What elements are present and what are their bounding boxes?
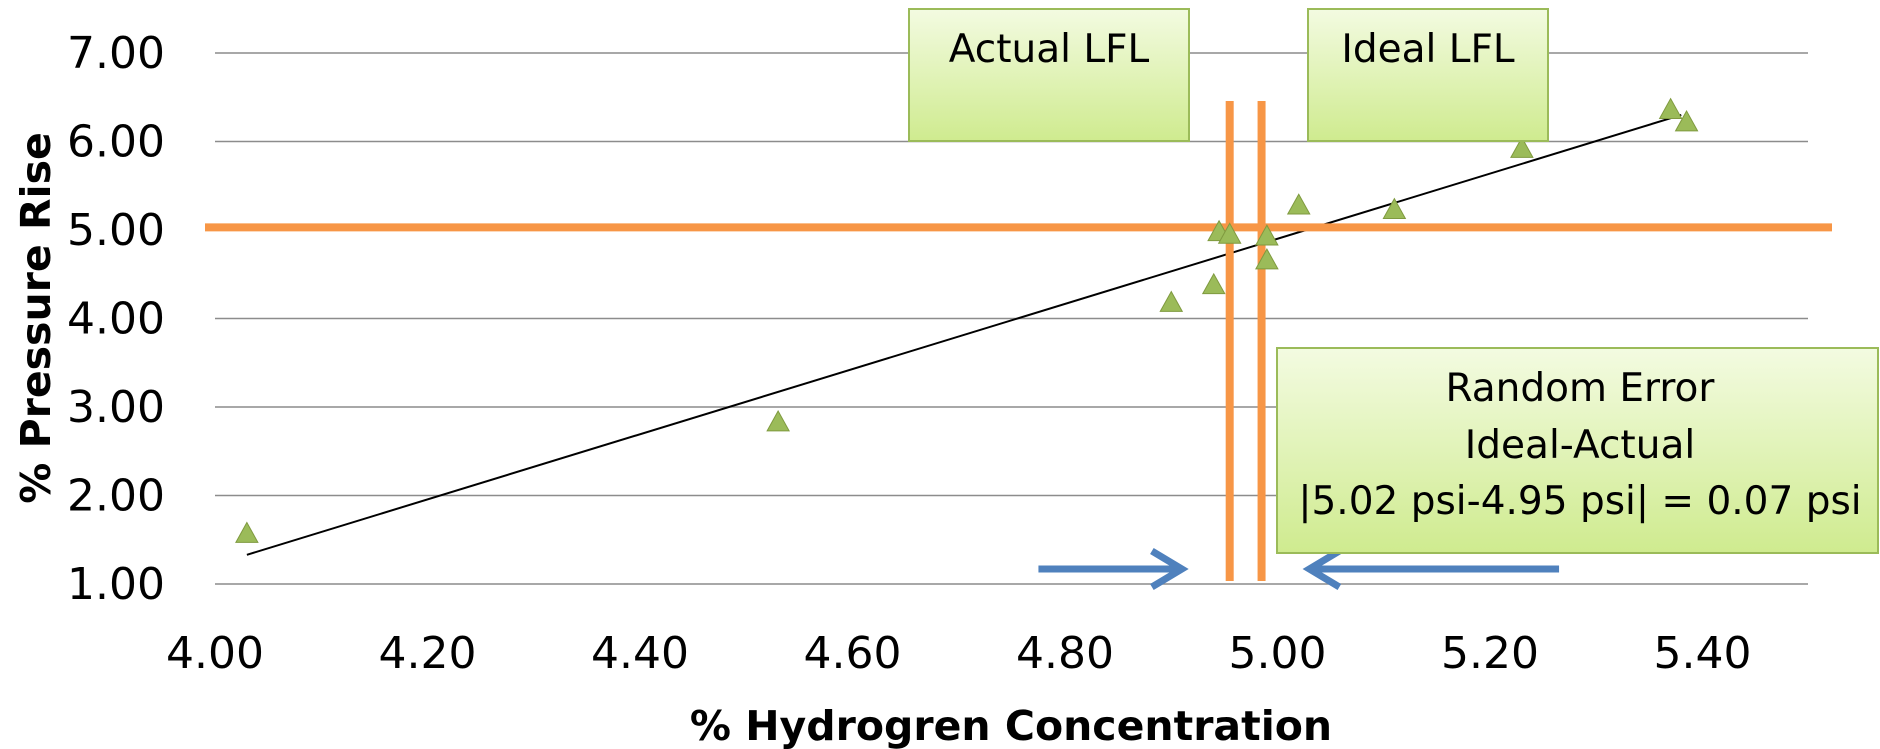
y-tick-label: 5.00 bbox=[67, 205, 165, 256]
x-tick-label: 4.40 bbox=[591, 628, 689, 679]
data-point bbox=[1159, 290, 1184, 312]
data-point bbox=[1255, 248, 1279, 270]
actual-lfl-callout: Actual LFL bbox=[908, 8, 1190, 142]
data-point bbox=[235, 521, 259, 543]
x-axis-title: % Hydrogren Concentration bbox=[690, 702, 1332, 749]
random-error-callout: Random Error Ideal-Actual |5.02 psi-4.95… bbox=[1276, 347, 1879, 554]
x-tick-label: 5.40 bbox=[1654, 628, 1752, 679]
arrowhead bbox=[1150, 547, 1189, 590]
x-tick-label: 5.00 bbox=[1229, 628, 1327, 679]
data-point bbox=[1286, 193, 1311, 215]
x-tick-label: 5.20 bbox=[1441, 628, 1539, 679]
trendline-group bbox=[246, 113, 1682, 556]
actual-lfl-label: Actual LFL bbox=[949, 27, 1150, 72]
y-tick-label: 6.00 bbox=[67, 117, 165, 168]
tick-labels: 1.00 2.00 3.00 4.00 5.00 6.00 7.00 4.00 4.20 4.40… bbox=[67, 28, 1751, 679]
x-tick-label: 4.60 bbox=[804, 628, 902, 679]
random-error-subtitle: Ideal-Actual bbox=[1465, 423, 1695, 468]
random-error-title: Random Error bbox=[1446, 366, 1716, 411]
trendline bbox=[246, 113, 1682, 556]
y-tick-label: 4.00 bbox=[67, 294, 165, 345]
y-axis-title: % Pressure Rise bbox=[12, 132, 60, 504]
y-tick-label: 7.00 bbox=[67, 28, 165, 79]
reference-lines bbox=[205, 101, 1832, 581]
y-tick-label: 3.00 bbox=[67, 382, 165, 433]
x-tick-label: 4.80 bbox=[1016, 628, 1114, 679]
actual-lfl-box bbox=[908, 8, 1190, 142]
ideal-lfl-callout: Ideal LFL bbox=[1307, 8, 1549, 142]
random-error-box bbox=[1276, 347, 1879, 554]
data-point bbox=[1382, 197, 1407, 219]
ideal-lfl-label: Ideal LFL bbox=[1341, 27, 1515, 72]
y-tick-label: 2.00 bbox=[67, 471, 165, 522]
data-point bbox=[1658, 97, 1683, 119]
data-points bbox=[235, 97, 1699, 543]
data-point bbox=[1674, 110, 1699, 132]
x-tick-label: 4.00 bbox=[166, 628, 264, 679]
data-point bbox=[1201, 272, 1226, 295]
data-point bbox=[1255, 224, 1279, 246]
x-tick-label: 4.20 bbox=[379, 628, 477, 679]
data-point bbox=[766, 410, 790, 432]
ideal-lfl-box bbox=[1307, 8, 1549, 142]
arrowhead bbox=[1302, 547, 1342, 590]
y-tick-label: 1.00 bbox=[67, 559, 165, 610]
arrows bbox=[1038, 547, 1560, 590]
data-point bbox=[1510, 136, 1534, 158]
data-point bbox=[1217, 222, 1242, 244]
random-error-calculation: |5.02 psi-4.95 psi| = 0.07 psi bbox=[1298, 479, 1861, 524]
